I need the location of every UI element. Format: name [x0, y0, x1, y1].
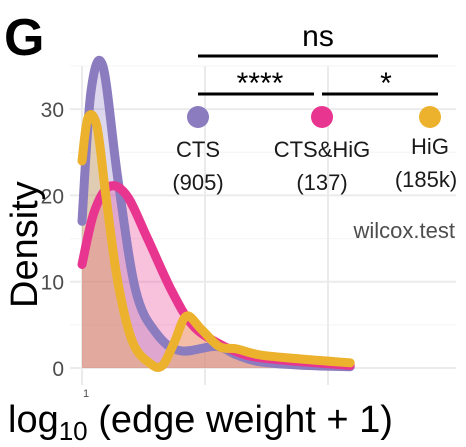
legend-count-cts-hig: (137): [296, 170, 347, 195]
density-line-hig: [77, 110, 355, 372]
legend-label-cts-hig: CTS&HiG: [274, 137, 371, 162]
legend: CTS (905) CTS&HiG (137) HiG (185k): [172, 106, 457, 195]
sig-star1-label: *: [380, 67, 392, 100]
legend-swatch-cts-hig: [311, 106, 333, 128]
sig-stars4-label: ****: [237, 67, 284, 100]
legend-label-hig: HiG: [411, 134, 449, 159]
legend-label-cts: CTS: [176, 137, 220, 162]
x-axis-title: log10 (edge weight + 1): [8, 399, 393, 446]
x-title-rest: (edge weight + 1): [88, 399, 393, 441]
density-area-hig: [82, 114, 351, 368]
density-area-cts: [82, 60, 351, 368]
y-tick-label: 30: [41, 99, 64, 122]
x-title-sub: 10: [59, 416, 88, 446]
y-axis-title: Density: [4, 181, 46, 308]
legend-swatch-cts: [187, 106, 209, 128]
legend-count-cts: (905): [172, 170, 223, 195]
x-tick-label: 1: [83, 388, 89, 400]
x-axis-ticks: 1: [83, 388, 89, 400]
panel-label: G: [4, 9, 44, 67]
density-lines: [77, 55, 355, 372]
y-tick-label: 10: [41, 272, 64, 295]
legend-count-hig: (185k): [395, 167, 457, 192]
y-tick-label: 20: [41, 185, 64, 208]
y-axis-ticks: 0 10 20 30: [41, 99, 64, 381]
y-tick-label: 0: [52, 358, 64, 381]
sig-ns-label: ns: [302, 20, 334, 53]
x-title-log: log: [8, 399, 59, 441]
test-label: wilcox.test: [353, 218, 455, 243]
legend-swatch-hig: [419, 106, 441, 128]
